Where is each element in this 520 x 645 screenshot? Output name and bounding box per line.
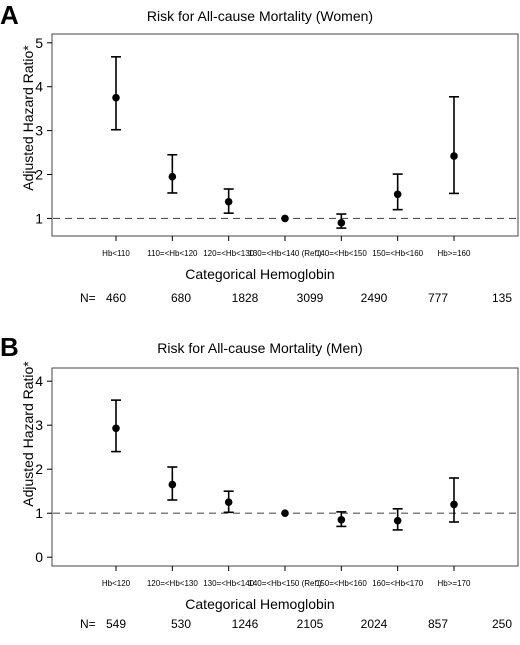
n-value: 680 [170, 291, 192, 305]
y-tick-label: 1 [35, 210, 43, 226]
n-row: N= 460 680 1828 3099 2490 777 135 [0, 291, 520, 307]
panel-b: 0 1 2 3 4 Hb<120 120=<Hb<130 130=<Hb<140 140=<Hb… [0, 332, 520, 645]
x-tick-label: 140=<Hb<150 [316, 249, 367, 258]
n-value: 3099 [296, 291, 324, 305]
x-tick-label: Hb<120 [102, 579, 131, 588]
y-tick-label: 1 [35, 505, 43, 521]
x-tick-label: Hb<110 [102, 249, 130, 258]
n-value: 777 [427, 291, 449, 305]
data-point [337, 219, 346, 227]
data-point [393, 516, 402, 525]
y-tick-label: 0 [35, 549, 43, 565]
x-tick-label: 120=<Hb<130 [147, 579, 198, 588]
data-point [450, 152, 458, 160]
x-tick-label: 130=<Hb<140 (Ref.) [248, 249, 321, 258]
n-value: 1828 [231, 291, 259, 305]
y-tick-label: 2 [35, 461, 43, 477]
data-point [224, 197, 233, 206]
panel-letter: A [0, 0, 19, 30]
plot-frame [51, 367, 519, 567]
x-tick-label: 150=<Hb<160 [372, 249, 423, 258]
n-value: 2024 [360, 617, 388, 631]
data-point [281, 509, 289, 517]
plot-frame [51, 33, 519, 237]
n-value: 250 [491, 617, 513, 631]
chart-title: Risk for All-cause Mortality (Men) [157, 340, 363, 356]
data-point [168, 480, 177, 489]
data-point [281, 214, 289, 223]
chart-b: 0 1 2 3 4 Hb<120 120=<Hb<130 130=<Hb<140140=<Hb… [35, 367, 519, 588]
data-point [112, 424, 120, 433]
data-point [168, 172, 177, 181]
n-value: 1246 [231, 617, 259, 631]
x-tick-label: 160=<Hb<170 [372, 579, 423, 588]
y-tick-label: 4 [35, 373, 43, 389]
n-label: N= [80, 291, 96, 305]
x-tick-label: 120=<Hb<130 [203, 249, 254, 258]
y-axis-label: Adjusted Hazard Ratio* [19, 45, 36, 191]
x-axis-label: Categorical Hemoglobin [185, 266, 335, 282]
x-tick-label: 110=<Hb<120 [147, 249, 198, 258]
n-value: 530 [170, 617, 192, 631]
n-value: 2490 [360, 291, 388, 305]
n-value: 135 [491, 291, 513, 305]
y-tick-label: 2 [35, 167, 43, 183]
y-tick-label: 4 [35, 79, 43, 95]
data-point [112, 93, 120, 102]
data-point [224, 498, 233, 506]
panel-letter: B [0, 332, 19, 362]
panel-a: 1 2 3 4 5 Hb<110 110=<Hb<120 120=<Hb<130 130=<Hb… [0, 0, 520, 313]
n-value: 857 [427, 617, 449, 631]
n-label: N= [80, 617, 96, 631]
chart-title: Risk for All-cause Mortality (Women) [146, 8, 374, 24]
y-tick-label: 3 [35, 123, 43, 139]
chart-a: 1 2 3 4 5 Hb<110 110=<Hb<120 120=<Hb<130130=<Hb… [35, 33, 519, 258]
y-tick-label: 5 [35, 35, 43, 51]
x-axis-label: Categorical Hemoglobin [185, 596, 335, 612]
y-tick-label: 3 [35, 417, 43, 433]
data-point [393, 190, 402, 199]
x-tick-label: 150=<Hb<160 [316, 579, 367, 588]
n-value: 460 [105, 291, 127, 305]
x-tick-label: Hb>=170 [438, 579, 471, 588]
data-point [337, 516, 346, 524]
x-tick-label: Hb>=160 [438, 249, 471, 258]
y-axis-label: Adjusted Hazard Ratio* [19, 361, 36, 507]
x-tick-label: 140=<Hb<150 (Ref.) [248, 579, 321, 588]
n-value: 2105 [296, 617, 324, 631]
data-point [450, 500, 458, 509]
n-value: 549 [105, 617, 127, 631]
n-row: N= 549 530 1246 2105 2024 857 250 [0, 617, 520, 633]
x-tick-label: 130=<Hb<140 [203, 579, 254, 588]
